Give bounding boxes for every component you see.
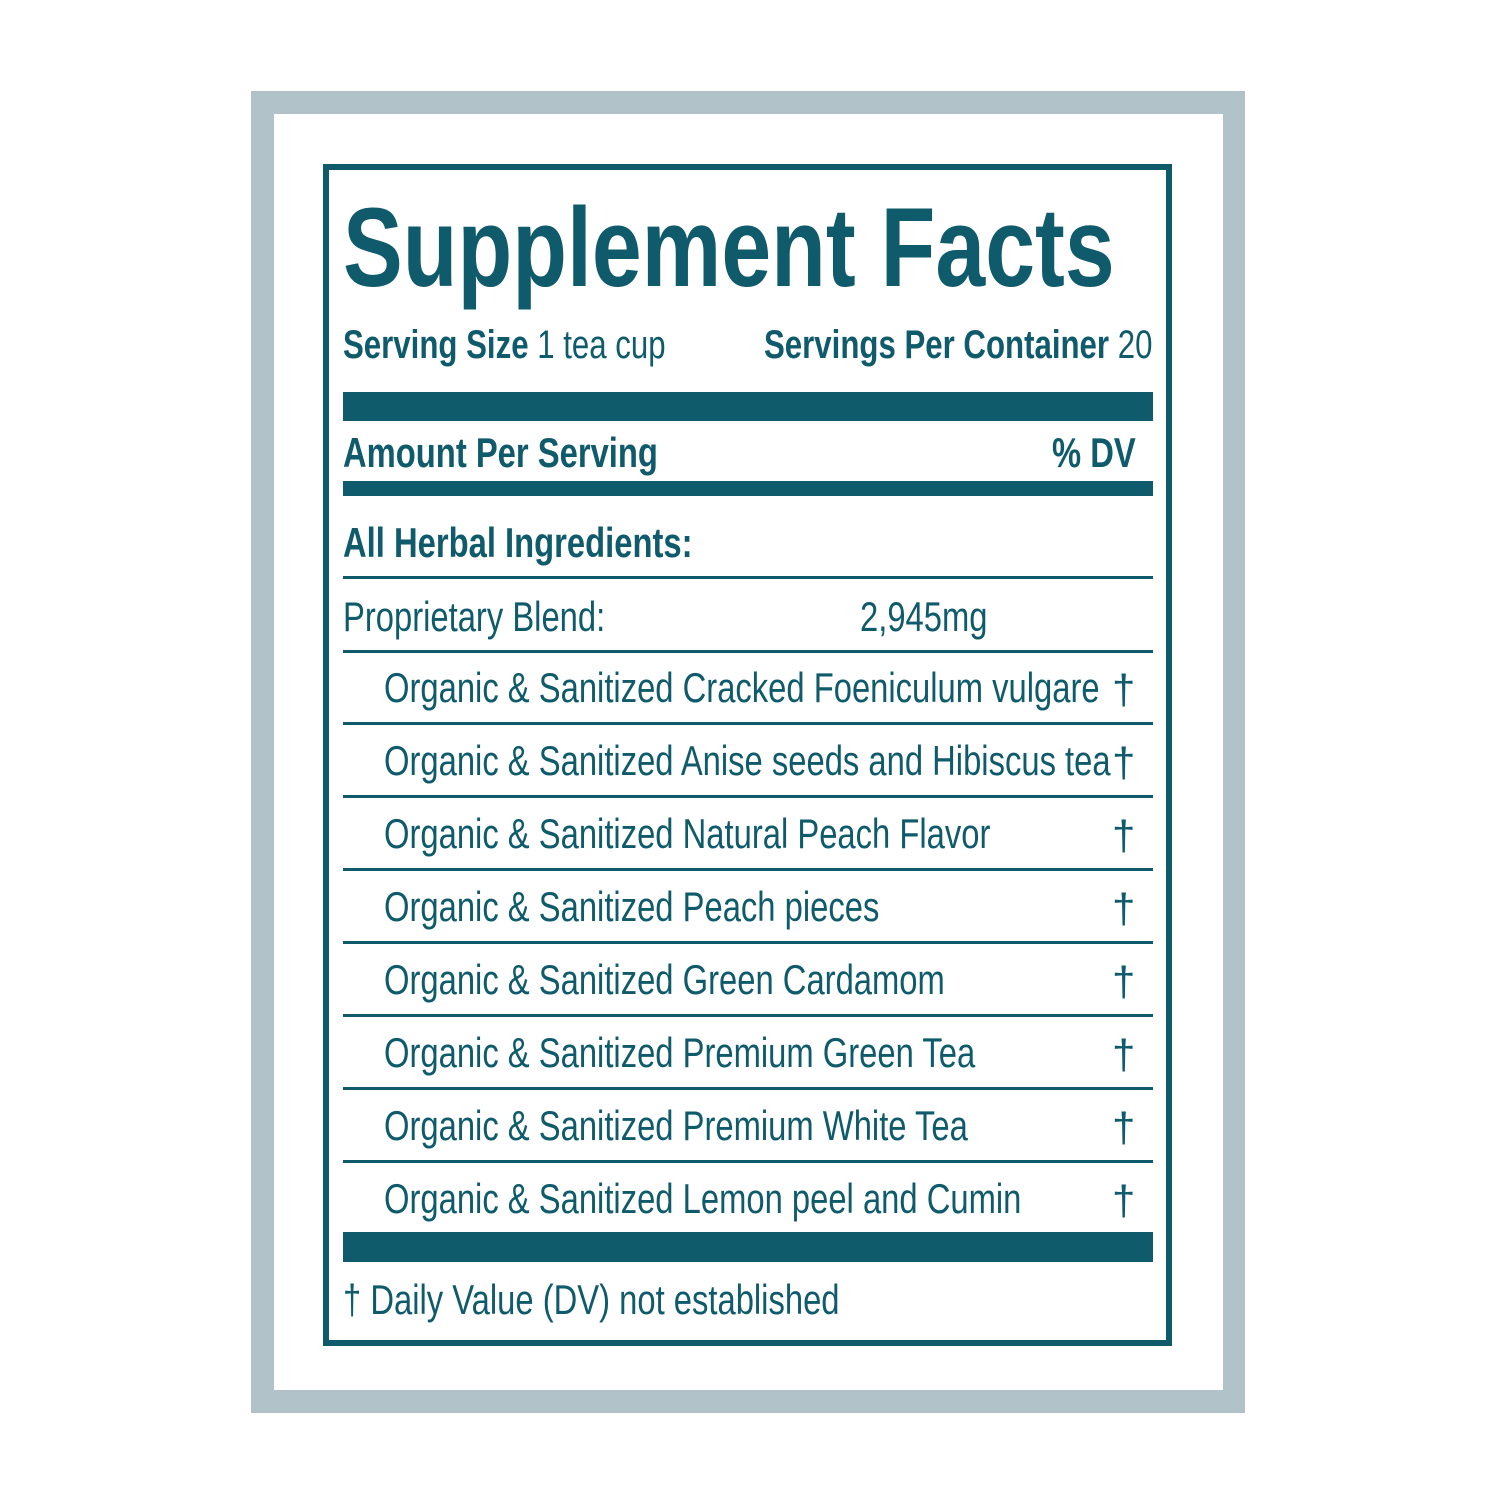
ingredient-dv: † (1112, 739, 1136, 786)
ingredient-dv: † (1112, 812, 1136, 859)
divider (343, 1087, 1153, 1090)
thick-divider (343, 1232, 1153, 1262)
ingredient-name: Organic & Sanitized Natural Peach Flavor (384, 810, 991, 857)
ingredient-name: Organic & Sanitized Premium White Tea (384, 1102, 968, 1149)
divider (343, 1014, 1153, 1017)
ingredient-name: Organic & Sanitized Anise seeds and Hibi… (384, 737, 1111, 784)
blend-amount: 2,945mg (860, 593, 988, 640)
ingredient-dv: † (1112, 885, 1136, 932)
medium-divider (343, 481, 1153, 496)
blend-label: Proprietary Blend: (343, 593, 606, 640)
servings-per-container: Servings Per Container 20 (764, 325, 1152, 365)
ingredient-dv: † (1112, 1031, 1136, 1078)
serving-size-value: 1 tea cup (537, 323, 666, 367)
divider (343, 722, 1153, 725)
ingredient-dv: † (1112, 666, 1136, 713)
ingredient-name: Organic & Sanitized Premium Green Tea (384, 1029, 976, 1076)
ingredient-name: Organic & Sanitized Cracked Foeniculum v… (384, 664, 1100, 711)
divider (343, 795, 1153, 798)
ingredient-name: Organic & Sanitized Green Cardamom (384, 956, 945, 1003)
supplement-facts-panel (323, 164, 1172, 1346)
ingredient-dv: † (1112, 1177, 1136, 1224)
servings-per-container-value: 20 (1117, 323, 1153, 367)
panel-title: Supplement Facts (343, 185, 1115, 310)
thick-divider (343, 392, 1153, 421)
servings-per-container-label: Servings Per Container (764, 323, 1110, 367)
ingredient-dv: † (1112, 958, 1136, 1005)
divider (343, 868, 1153, 871)
ingredient-name: Organic & Sanitized Peach pieces (384, 883, 880, 930)
amount-per-serving: Amount Per Serving (343, 429, 658, 476)
dv-header: % DV (1052, 429, 1136, 476)
serving-size: Serving Size 1 tea cup (343, 325, 666, 365)
serving-size-label: Serving Size (343, 323, 529, 367)
ingredient-dv: † (1112, 1104, 1136, 1151)
divider (343, 650, 1153, 653)
divider (343, 576, 1153, 579)
divider (343, 1160, 1153, 1163)
footnote: † Daily Value (DV) not established (343, 1276, 840, 1323)
ingredient-name: Organic & Sanitized Lemon peel and Cumin (384, 1175, 1022, 1222)
divider (343, 941, 1153, 944)
label-background (274, 114, 1223, 1390)
section-heading: All Herbal Ingredients: (343, 519, 693, 566)
